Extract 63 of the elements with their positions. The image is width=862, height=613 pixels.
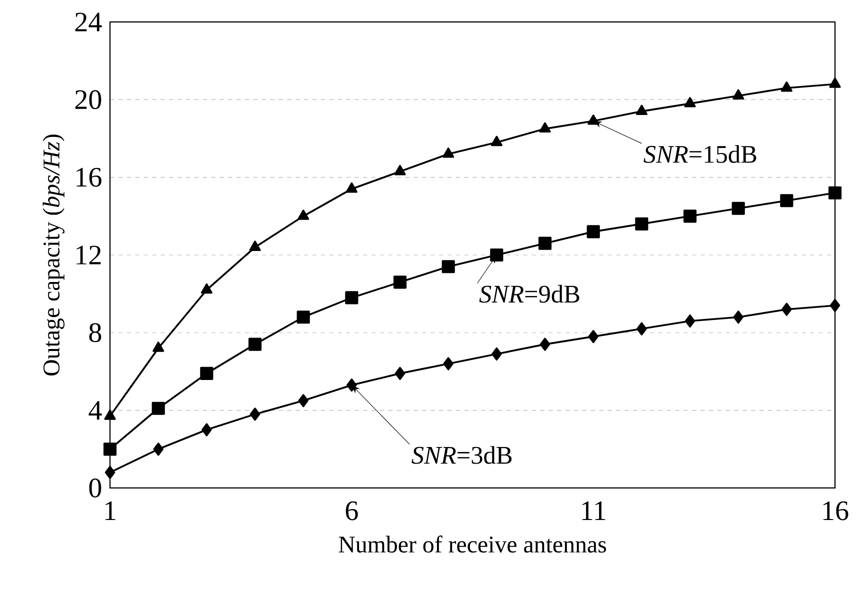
- x-tick-label: 16: [823, 501, 848, 520]
- y-tick-label: 4: [88, 401, 102, 420]
- y-tick-label: 8: [89, 323, 102, 342]
- point: [780, 81, 792, 92]
- y-tick-label: 16: [76, 168, 102, 187]
- point: [684, 314, 696, 328]
- point: [732, 89, 744, 100]
- y-tick-label: 0: [89, 478, 102, 498]
- point: [733, 310, 744, 324]
- point: [492, 347, 502, 361]
- point: [442, 147, 454, 158]
- point: [202, 423, 212, 436]
- point: [539, 122, 551, 133]
- point: [830, 298, 840, 312]
- point: [732, 202, 745, 215]
- annotation: SNR=3dB: [412, 446, 512, 464]
- point: [540, 338, 550, 351]
- x-tick-label: 6: [346, 501, 358, 520]
- annotation: SNR=15dB: [644, 145, 756, 163]
- point: [586, 225, 600, 238]
- point: [393, 276, 407, 289]
- point: [684, 97, 696, 108]
- point: [490, 136, 502, 146]
- point: [296, 310, 310, 324]
- y-tick-label: 20: [75, 90, 102, 110]
- point: [298, 394, 308, 408]
- point: [394, 366, 406, 380]
- point: [588, 330, 598, 344]
- point: [298, 210, 310, 220]
- point: [636, 104, 648, 116]
- point: [490, 248, 504, 262]
- point: [152, 342, 164, 352]
- point: [829, 78, 841, 88]
- point: [683, 210, 697, 223]
- x-tick-label: 11: [582, 501, 606, 520]
- point: [103, 442, 117, 456]
- point: [782, 302, 792, 316]
- point: [200, 283, 212, 294]
- point: [394, 164, 406, 176]
- point: [635, 217, 648, 230]
- point: [153, 442, 164, 456]
- point: [200, 366, 214, 380]
- point: [249, 240, 261, 251]
- point: [248, 338, 262, 351]
- annotation: SNR=9dB: [479, 284, 580, 303]
- point: [345, 291, 358, 304]
- point: [346, 182, 358, 193]
- x-tick-label: 1: [105, 501, 116, 520]
- y-tick-label: 12: [76, 246, 101, 264]
- point: [780, 194, 794, 208]
- point: [442, 260, 455, 274]
- point: [588, 114, 600, 125]
- point: [636, 322, 647, 336]
- y-axis-title: Outage capacity (bps/Hz): [42, 134, 64, 376]
- point: [443, 357, 454, 370]
- x-axis-title: Number of receive antennas: [338, 536, 606, 553]
- point: [104, 466, 116, 479]
- point: [250, 408, 260, 421]
- point: [346, 378, 357, 392]
- point: [828, 186, 842, 200]
- y-tick-label: 24: [75, 12, 102, 32]
- point: [538, 236, 552, 250]
- point: [152, 402, 165, 415]
